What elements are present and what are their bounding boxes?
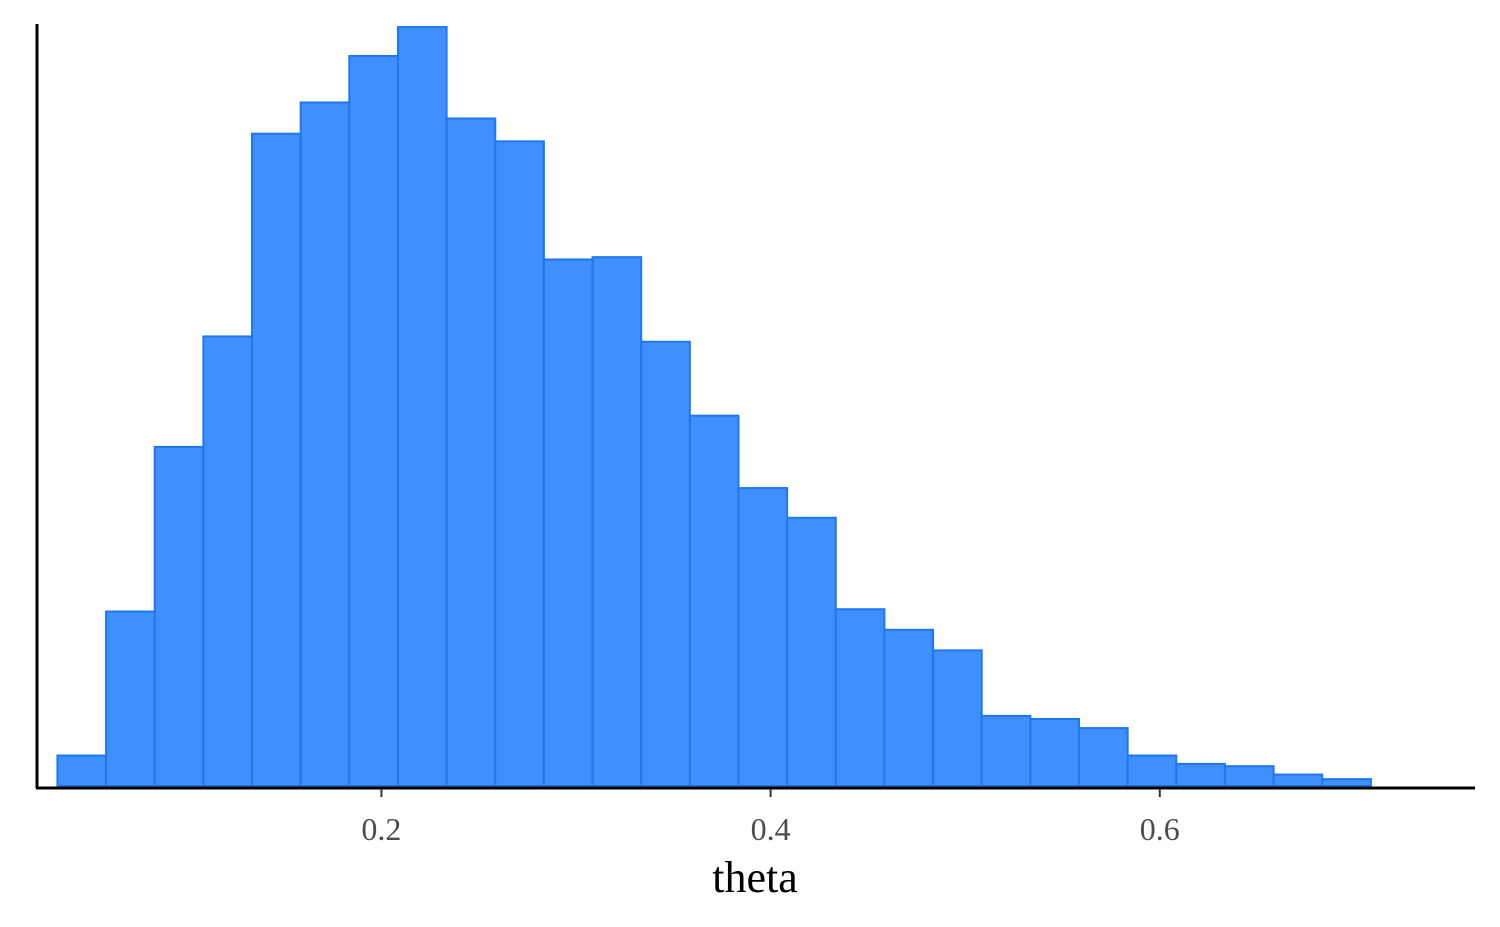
histogram-bar [1078,727,1129,788]
x-axis-title: theta [712,853,798,902]
x-axis-ticks: 0.2 0.4 0.6 [361,789,1180,847]
histogram-bars [56,26,1372,788]
histogram-bar [348,55,399,787]
x-tick-label: 0.2 [361,811,401,847]
histogram-bar [542,258,594,787]
histogram-bar [737,487,789,787]
x-tick-label: 0.4 [751,811,791,847]
histogram-bar [202,335,254,787]
histogram-bar [105,610,156,788]
histogram-bar [688,414,740,787]
histogram-bar [1272,773,1324,788]
histogram-bar [299,101,351,787]
histogram-bar [932,649,983,788]
histogram-bar [834,608,886,787]
histogram-bar [1223,765,1275,787]
histogram-bar [56,754,108,788]
histogram-bar [153,445,205,787]
histogram-bar [640,340,691,787]
histogram-bar [1321,778,1372,788]
histogram-bar [786,516,837,787]
histogram-bar [445,117,497,788]
histogram-bar [883,628,935,787]
histogram-bar [251,132,302,787]
histogram-bar [1029,717,1081,787]
histogram-bar [1126,754,1178,788]
histogram-bar [980,714,1032,787]
x-tick-label: 0.6 [1140,811,1180,847]
histogram-bar [494,140,545,787]
histogram-bar [396,26,448,788]
histogram-bar [1175,762,1226,787]
histogram-bar [591,256,643,787]
